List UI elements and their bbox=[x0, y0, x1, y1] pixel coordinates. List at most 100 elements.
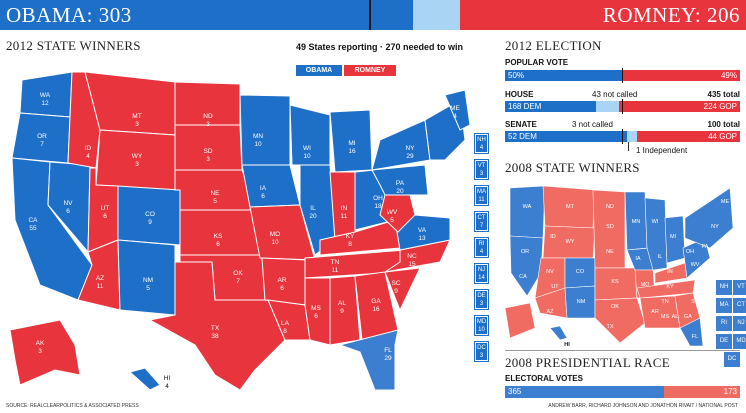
state-label-NM: NM bbox=[143, 277, 153, 284]
state-2008-label-SD: SD bbox=[606, 224, 614, 230]
state-ev-NC: 15 bbox=[408, 261, 416, 268]
house-dem-fill bbox=[505, 101, 596, 112]
state-ev-TN: 11 bbox=[332, 267, 339, 274]
state-2008-label-WI: WI bbox=[652, 219, 659, 225]
state-label-CO: CO bbox=[145, 211, 155, 218]
senate-dem-fill bbox=[505, 131, 628, 142]
state-ev-WI: 10 bbox=[303, 153, 311, 160]
ev-2008-mccain-fill bbox=[664, 386, 740, 398]
ev-2008-obama-fill bbox=[505, 386, 665, 398]
small-state-2008-RI: RI bbox=[716, 316, 732, 331]
senate-midline bbox=[622, 129, 623, 144]
state-2008-label-AR: AR bbox=[651, 309, 659, 315]
state-2008-label-VA: VA bbox=[702, 269, 709, 275]
state-ev-WA: 12 bbox=[41, 100, 49, 107]
obama-total: OBAMA: 303 bbox=[6, 3, 132, 27]
state-label-FL: FL bbox=[384, 347, 392, 354]
state-2008-label-AL: AL bbox=[672, 314, 679, 320]
state-label-MI: MI bbox=[348, 140, 355, 147]
state-ME bbox=[444, 89, 470, 131]
house-gop-value: 224 GOP bbox=[703, 102, 737, 111]
state-PA bbox=[371, 164, 429, 196]
state-IA bbox=[241, 164, 301, 208]
state-label-OR: OR bbox=[37, 133, 47, 140]
state-2008-label-WV: WV bbox=[691, 262, 700, 268]
state-ev-TX: 38 bbox=[211, 333, 219, 340]
legend-obama: OBAMA bbox=[296, 65, 342, 76]
state-2008-label-ID: ID bbox=[550, 234, 556, 240]
state-ev-WY: 3 bbox=[135, 161, 139, 168]
popular-vote-bar: 50% 49% bbox=[505, 68, 740, 83]
state-2008-label-ME: ME bbox=[721, 199, 730, 205]
state-ev-UT: 6 bbox=[103, 213, 107, 220]
state-ev-KS: 6 bbox=[216, 241, 220, 248]
small-state-2008-MD: MD bbox=[733, 334, 746, 349]
small-state-DE: DE 3 bbox=[474, 289, 489, 310]
state-ev-FL: 29 bbox=[384, 355, 392, 362]
state-ev-OH: 18 bbox=[374, 203, 382, 210]
uncalled-bar-segment bbox=[413, 0, 460, 30]
small-state-2008-NJ: NJ bbox=[733, 316, 746, 331]
state-label-MN: MN bbox=[253, 133, 263, 140]
state-label-SC: SC bbox=[391, 280, 400, 287]
state-label-MO: MO bbox=[270, 231, 280, 238]
state-label-PA: PA bbox=[396, 180, 405, 187]
state-2008-label-MI: MI bbox=[670, 234, 677, 240]
small-state-2008-CT: CT bbox=[733, 298, 746, 313]
state-MN bbox=[239, 94, 291, 166]
state-ev-NV: 6 bbox=[66, 208, 70, 215]
small-state-NH: NH 4 bbox=[474, 133, 489, 154]
state-2008-label-AZ: AZ bbox=[546, 309, 554, 315]
small-state-DC: DC 3 bbox=[474, 341, 489, 362]
state-2008-label-MO: MO bbox=[641, 282, 651, 288]
popular-romney-fill bbox=[622, 70, 740, 81]
state-2008-label-GA: GA bbox=[684, 314, 692, 320]
state-NY bbox=[371, 119, 431, 171]
state-2008-label-TN: TN bbox=[661, 299, 668, 305]
state-ev-OK: 7 bbox=[236, 278, 240, 285]
small-state-2008-MA: MA bbox=[716, 298, 732, 313]
state-ev-LA: 8 bbox=[283, 328, 287, 335]
state-label-AR: AR bbox=[277, 277, 286, 284]
state-ev-NM: 5 bbox=[146, 285, 150, 292]
map-2012-title: 2012 STATE WINNERS bbox=[6, 38, 141, 53]
state-ev-HI: 4 bbox=[165, 383, 169, 390]
state-ev-ND: 3 bbox=[206, 121, 210, 128]
state-label-KY: KY bbox=[346, 233, 355, 240]
senate-gop-value: 44 GOP bbox=[708, 132, 737, 141]
state-2008-label-SC: SC bbox=[691, 299, 699, 305]
state-FL bbox=[338, 329, 399, 391]
state-2008-label-OR: OR bbox=[521, 249, 529, 255]
state-2008-label-NY: NY bbox=[711, 224, 719, 230]
state-2008-label-NM: NM bbox=[577, 299, 586, 305]
state-label-LA: LA bbox=[281, 320, 290, 327]
state-2008-label-HI: HI bbox=[564, 342, 570, 348]
state-label-WV: WV bbox=[387, 209, 398, 216]
state-label-OH: OH bbox=[373, 195, 383, 202]
popular-obama-fill bbox=[505, 70, 623, 81]
state-2008-label-CA: CA bbox=[519, 274, 527, 280]
state-label-AK: AK bbox=[36, 340, 45, 347]
state-label-NC: NC bbox=[407, 253, 417, 260]
popular-vote-label: POPULAR VOTE bbox=[505, 58, 569, 67]
state-label-IN: IN bbox=[341, 205, 348, 212]
state-ev-MO: 10 bbox=[271, 239, 279, 246]
ev-2008-bar: 365 173 bbox=[505, 386, 740, 398]
state-label-CA: CA bbox=[28, 217, 38, 224]
state-label-NE: NE bbox=[210, 190, 220, 197]
state-label-VA: VA bbox=[418, 227, 427, 234]
small-state-2008-DE: DE bbox=[716, 334, 732, 349]
small-state-RI: RI 4 bbox=[474, 237, 489, 258]
state-ev-SD: 3 bbox=[206, 156, 210, 163]
house-total: 435 total bbox=[707, 90, 740, 99]
state-label-KS: KS bbox=[214, 233, 223, 240]
ev-2008-mccain-value: 173 bbox=[723, 387, 737, 396]
state-ev-WV: 5 bbox=[390, 217, 394, 224]
house-midline bbox=[622, 99, 623, 114]
state-label-IL: IL bbox=[310, 205, 316, 212]
state-label-OK: OK bbox=[233, 270, 243, 277]
state-2008-label-KY: KY bbox=[666, 284, 674, 290]
credit-note: ANDREW BARR, RICHARD JOHNSON AND JONATHO… bbox=[548, 403, 738, 409]
senate-label: SENATE bbox=[505, 120, 537, 129]
state-ev-VA: 13 bbox=[418, 235, 426, 242]
